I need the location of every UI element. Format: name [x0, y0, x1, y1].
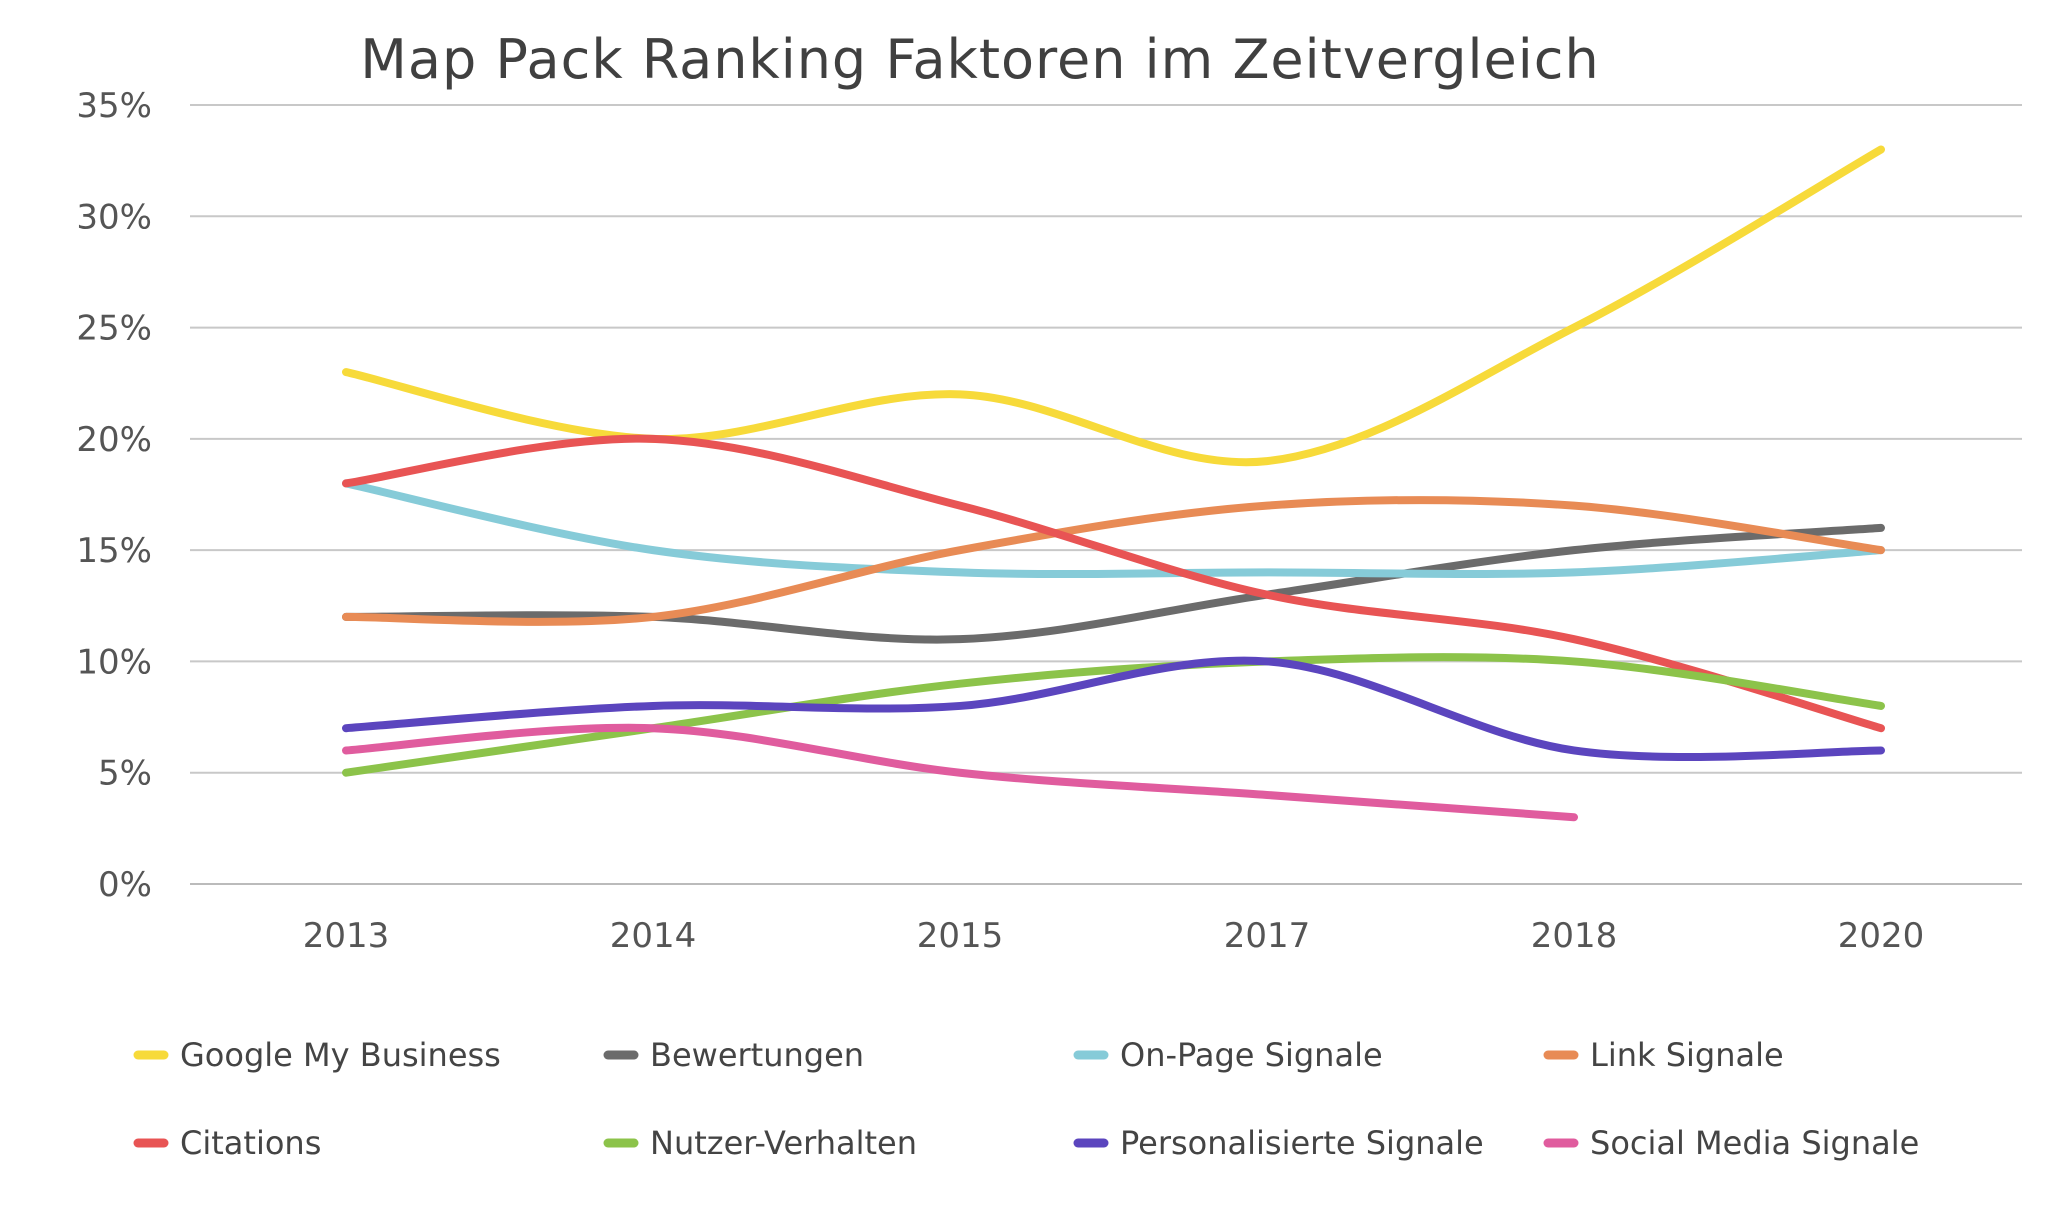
- x-tick-label: 2018: [1531, 916, 1618, 956]
- legend: Google My Business Bewertungen On-Page Sig…: [133, 1036, 1919, 1162]
- chart-title: Map Pack Ranking Faktoren im Zeitverglei…: [360, 28, 1599, 91]
- series-line-link-signale: [342, 496, 1885, 626]
- y-tick-label: 0%: [98, 865, 152, 905]
- series-line-nutzer-verhalten: [342, 653, 1885, 777]
- y-tick-label: 25%: [76, 309, 152, 349]
- series-line-citations: [342, 434, 1885, 733]
- legend-label-link-signale: Link Signale: [1590, 1036, 1784, 1074]
- y-tick-label: 10%: [76, 642, 152, 682]
- y-tick-label: 35%: [76, 86, 152, 126]
- legend-label-google-my-business: Google My Business: [180, 1036, 501, 1074]
- y-tick-label: 15%: [76, 531, 152, 571]
- legend-label-citations: Citations: [180, 1124, 321, 1162]
- series-lines: [342, 145, 1885, 822]
- legend-label-personalisierte-signale: Personalisierte Signale: [1120, 1124, 1484, 1162]
- y-tick-label: 20%: [76, 420, 152, 460]
- series-line-personalisierte-signale: [342, 656, 1885, 762]
- x-axis: 2013 2014 2015 2017 2018 2020: [303, 916, 1925, 956]
- legend-label-bewertungen: Bewertungen: [650, 1036, 864, 1074]
- legend-label-on-page-signale: On-Page Signale: [1120, 1036, 1383, 1074]
- legend-label-social-media-signale: Social Media Signale: [1590, 1124, 1919, 1162]
- series-line-social-media-signale: [342, 723, 1578, 822]
- y-axis: 0% 5% 10% 15% 20% 25% 30% 35%: [76, 86, 152, 905]
- x-tick-label: 2015: [917, 916, 1004, 956]
- gridlines: [190, 104, 2022, 885]
- y-tick-label: 30%: [76, 197, 152, 237]
- y-tick-label: 5%: [98, 754, 152, 794]
- series-line-google-my-business: [342, 145, 1885, 467]
- series-line-on-page-signale: [342, 479, 1885, 579]
- legend-label-nutzer-verhalten: Nutzer-Verhalten: [650, 1124, 917, 1162]
- x-tick-label: 2017: [1224, 916, 1311, 956]
- series-line-bewertungen: [342, 523, 1885, 644]
- x-tick-label: 2014: [610, 916, 697, 956]
- x-tick-label: 2013: [303, 916, 390, 956]
- x-tick-label: 2020: [1838, 916, 1925, 956]
